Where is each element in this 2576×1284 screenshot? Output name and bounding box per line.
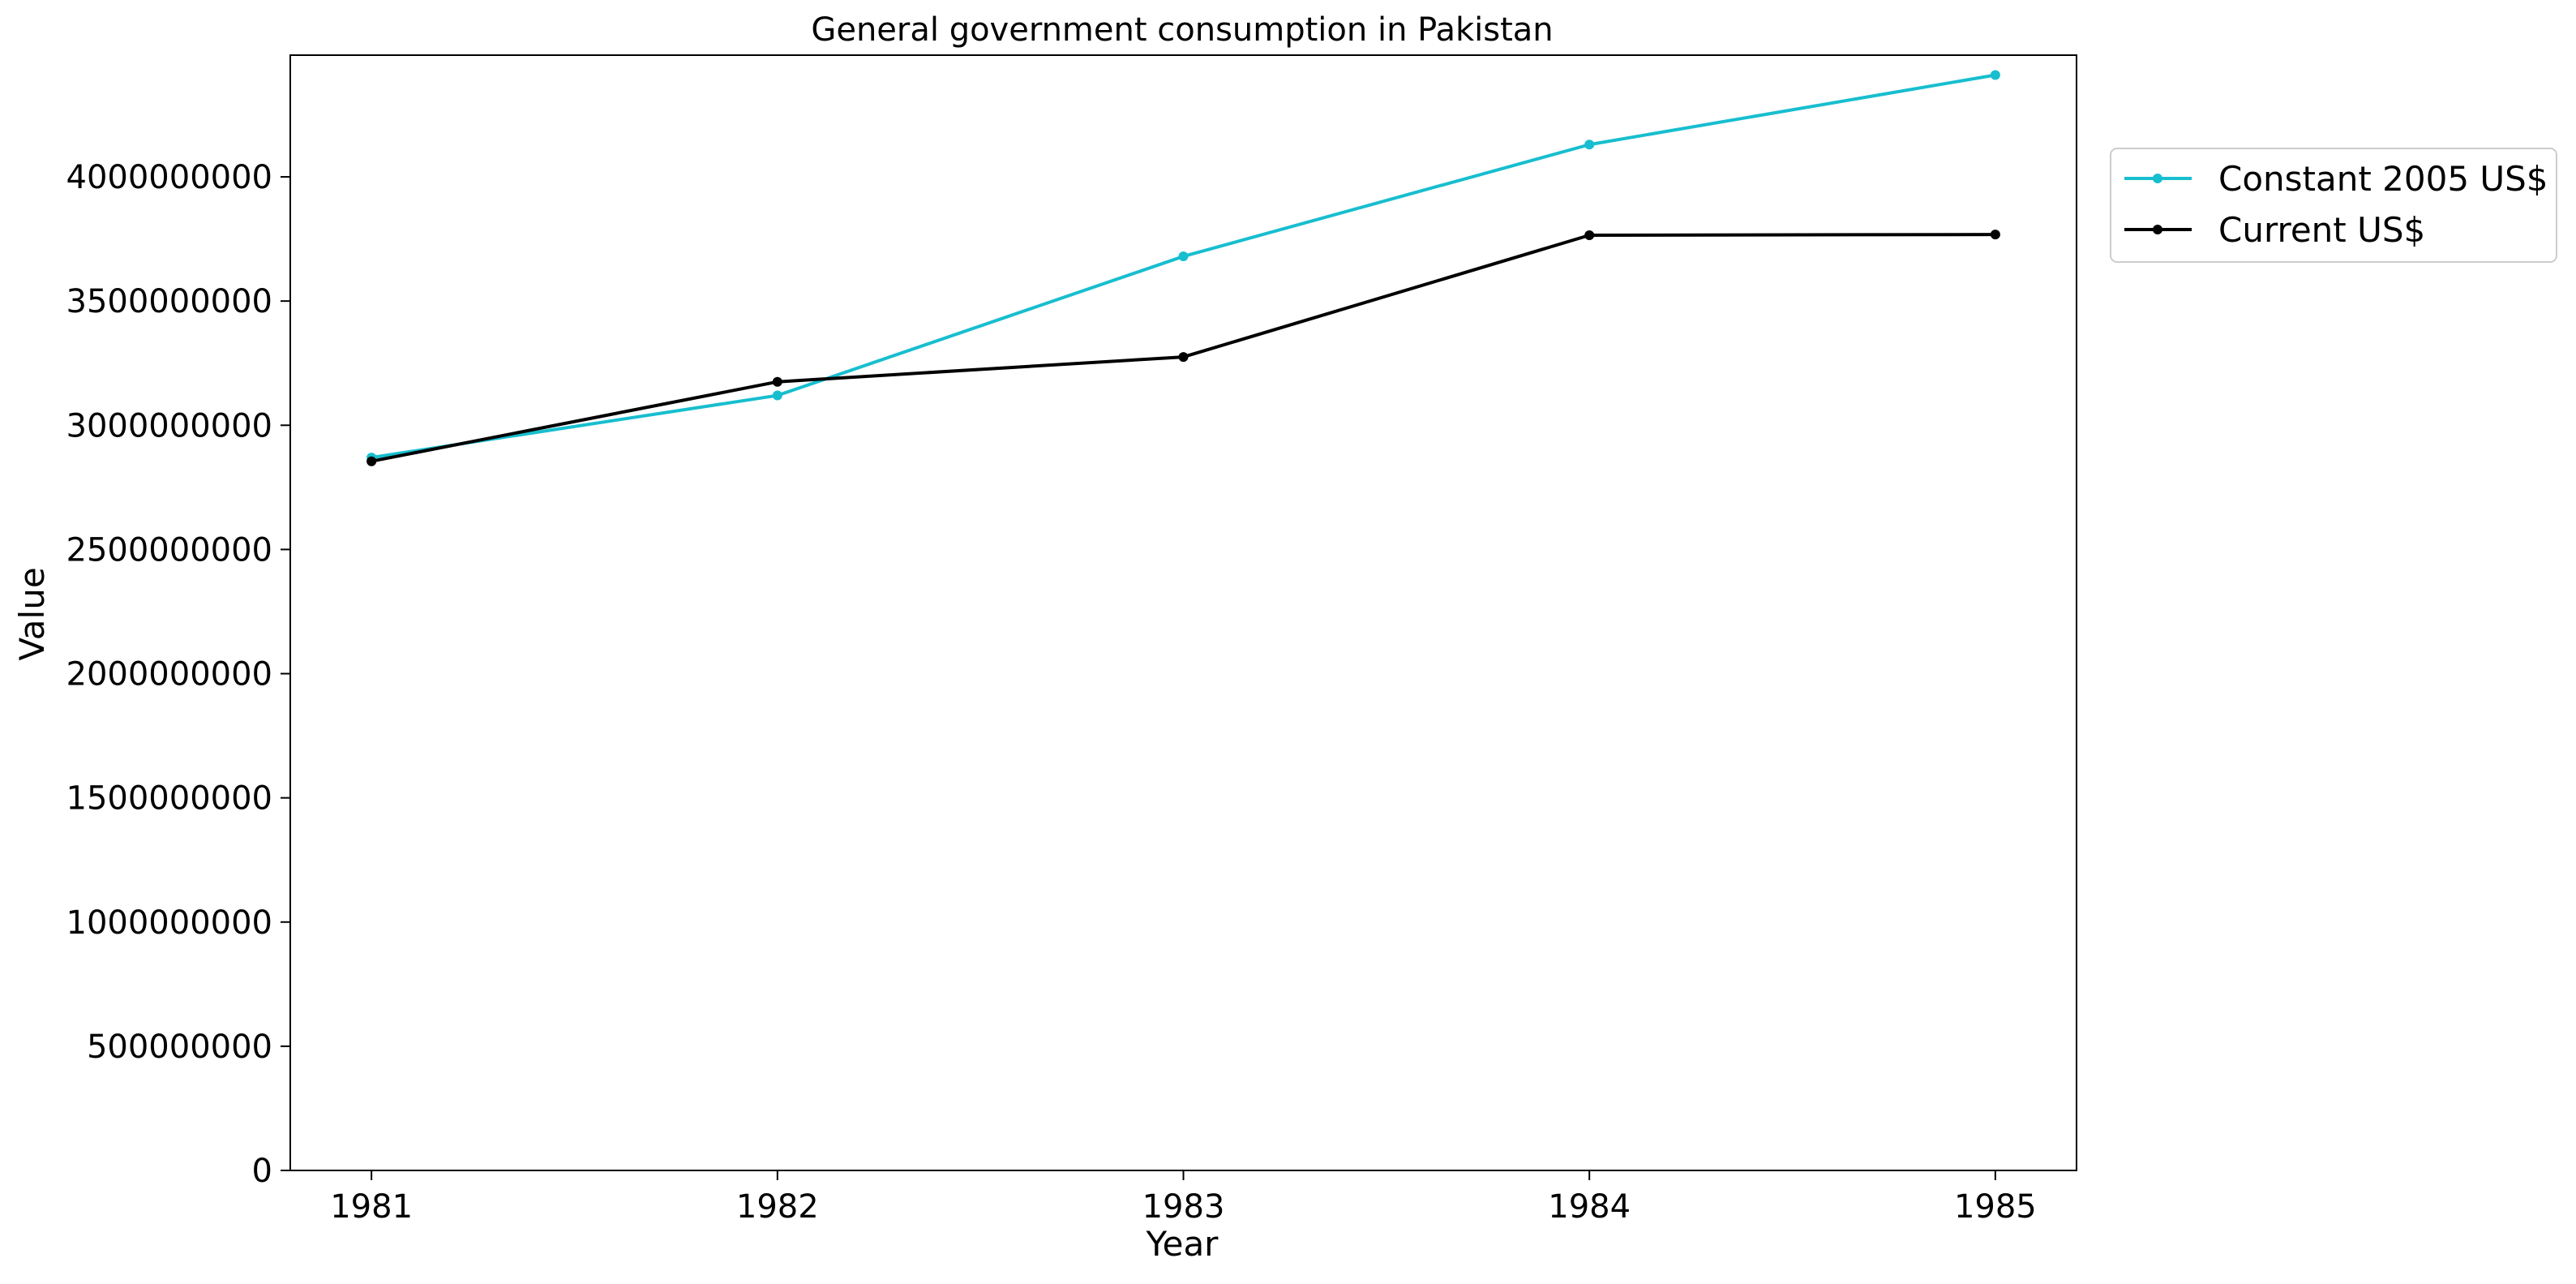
series-line-constant-2005-us	[371, 73, 1996, 460]
series-layer	[366, 70, 2000, 466]
legend-label-constant-2005-usd: Constant 2005 US$	[2218, 159, 2548, 199]
data-point-constant-2005-us-1982	[772, 390, 782, 401]
y-tick-label: 1000000000	[66, 904, 273, 942]
y-axis: 0 500000000 1000000000 1500000000 2000000000…	[66, 159, 290, 1190]
x-tick-label: 1985	[1954, 1188, 2037, 1226]
legend-frame	[2110, 148, 2557, 263]
y-tick-label: 2500000000	[66, 531, 273, 569]
y-tick-label: 0	[252, 1153, 272, 1190]
x-axis: 1981 1982 1983 1984 1985	[330, 1170, 2037, 1226]
y-tick-label: 3500000000	[66, 283, 273, 320]
legend: Constant 2005 US$ Current US$	[2110, 148, 2557, 263]
data-point-current-us-1983	[1178, 352, 1189, 363]
chart-title: General government consumption in Pakist…	[811, 11, 1553, 49]
x-tick-label: 1984	[1548, 1188, 1631, 1226]
y-tick-label: 3000000000	[66, 407, 273, 444]
data-point-current-us-1981	[366, 456, 377, 466]
x-tick-label: 1981	[330, 1188, 413, 1226]
y-tick-label: 500000000	[87, 1028, 272, 1066]
plot-area-frame	[289, 54, 2077, 1171]
data-point-constant-2005-us-1985	[1990, 70, 2000, 80]
legend-marker-constant-2005-usd	[2153, 174, 2162, 183]
data-point-current-us-1985	[1990, 230, 2000, 240]
data-point-current-us-1984	[1584, 230, 1595, 241]
data-point-constant-2005-us-1983	[1178, 251, 1189, 262]
data-point-constant-2005-us-1984	[1584, 140, 1595, 150]
x-tick-label: 1983	[1142, 1188, 1225, 1226]
y-axis-label: Value	[12, 567, 52, 660]
legend-marker-current-usd	[2153, 225, 2162, 234]
x-axis-label: Year	[1146, 1224, 1219, 1264]
data-point-current-us-1982	[772, 376, 782, 387]
series-line-current-us	[371, 233, 1995, 463]
y-tick-label: 2000000000	[66, 656, 273, 694]
y-tick-label: 1500000000	[66, 780, 273, 818]
x-tick-label: 1982	[736, 1188, 819, 1226]
legend-label-current-usd: Current US$	[2218, 210, 2425, 250]
y-tick-label: 4000000000	[66, 159, 273, 196]
